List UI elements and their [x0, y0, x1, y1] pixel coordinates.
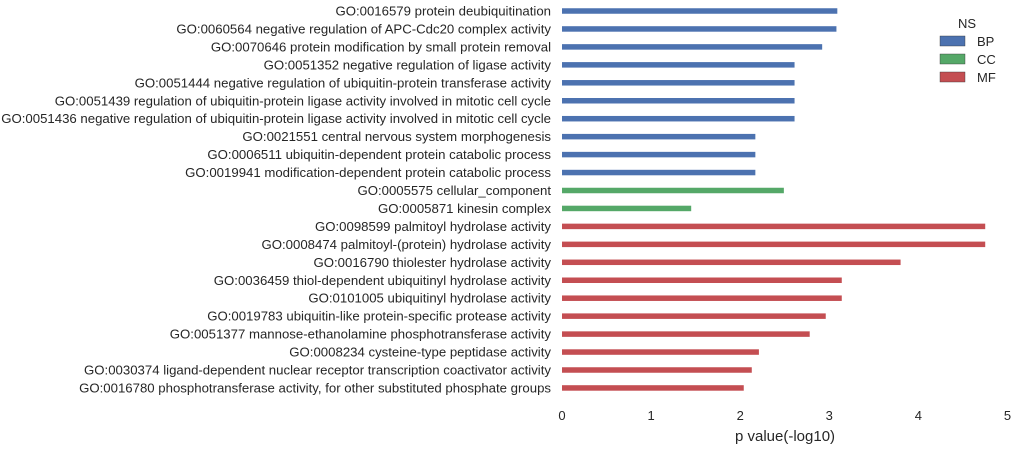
bar-bp — [562, 115, 795, 122]
bar-cc — [562, 187, 784, 194]
y-tick-label: GO:0016780 phosphotransferase activity, … — [79, 380, 551, 395]
bar-mf — [562, 313, 826, 319]
bar-cc — [562, 205, 692, 212]
bar-bp — [562, 151, 756, 158]
y-tick-label: GO:0051444 negative regulation of ubiqui… — [135, 75, 552, 90]
x-tick-label: 5 — [1004, 408, 1011, 423]
y-tick-label: GO:0006511 ubiquitin-dependent protein c… — [207, 147, 551, 162]
y-tick-label: GO:0016790 thiolester hydrolase activity — [313, 255, 551, 270]
x-tick-label: 2 — [737, 408, 744, 423]
bar-bp — [562, 98, 795, 104]
legend-label: BP — [977, 34, 994, 49]
y-tick-label: GO:0016579 protein deubiquitination — [335, 4, 551, 19]
bar-bp — [562, 169, 756, 176]
y-tick-label: GO:0036459 thiol-dependent ubiquitinyl h… — [214, 273, 552, 288]
y-tick-label: GO:0051436 negative regulation of ubiqui… — [1, 111, 551, 126]
bar-mf — [562, 367, 752, 373]
legend-swatch-bp — [939, 35, 966, 47]
y-tick-label: GO:0060564 negative regulation of APC-Cd… — [176, 21, 551, 36]
bar-mf — [562, 385, 744, 391]
y-tick-label: GO:0008474 palmitoyl-(protein) hydrolase… — [261, 237, 551, 252]
y-tick-label: GO:0005575 cellular_component — [357, 183, 551, 198]
x-tick-label: 1 — [647, 408, 654, 423]
bar-mf — [562, 349, 759, 355]
x-tick-label: 4 — [915, 408, 922, 423]
y-tick-label: GO:0008234 cysteine-type peptidase activ… — [289, 345, 551, 360]
x-tick-labels: 0 1 2 3 4 5 — [558, 408, 1011, 423]
y-tick-label: GO:0021551 central nervous system morpho… — [242, 129, 551, 144]
y-tick-label: GO:0005871 kinesin complex — [378, 201, 551, 216]
y-tick-label: GO:0101005 ubiquitinyl hydrolase activit… — [308, 291, 551, 306]
y-tick-label: GO:0019783 ubiquitin-like protein-specif… — [207, 309, 551, 324]
x-tick-label: 0 — [558, 408, 565, 423]
x-tick-label: 3 — [826, 408, 833, 423]
legend: NS BP CC MF — [939, 16, 996, 85]
bar-mf — [562, 259, 901, 266]
y-tick-label: GO:0019941 modification-dependent protei… — [185, 165, 551, 180]
bar-bp — [562, 62, 795, 68]
y-tick-label: GO:0051439 regulation of ubiquitin-prote… — [55, 93, 551, 108]
y-tick-label: GO:0070646 protein modification by small… — [211, 39, 551, 54]
bar-bp — [562, 133, 756, 140]
bar-bp — [562, 44, 823, 50]
y-tick-label: GO:0051352 negative regulation of ligase… — [264, 57, 552, 72]
bars-layer — [562, 8, 986, 391]
bar-mf — [562, 277, 842, 283]
y-tick-label: GO:0098599 palmitoyl hydrolase activity — [315, 219, 551, 234]
bar-mf — [562, 241, 986, 248]
legend-swatch-mf — [939, 71, 966, 83]
bar-mf — [562, 295, 842, 301]
legend-label: CC — [977, 52, 996, 67]
y-tick-label: GO:0030374 ligand-dependent nuclear rece… — [84, 363, 551, 378]
bar-mf — [562, 331, 810, 337]
legend-title: NS — [958, 16, 976, 31]
bar-mf — [562, 223, 986, 230]
y-tick-labels: GO:0016579 protein deubiquitination GO:00… — [1, 4, 551, 396]
bar-bp — [562, 8, 838, 14]
bar-bp — [562, 80, 795, 86]
y-tick-label: GO:0051377 mannose-ethanolamine phosphot… — [170, 327, 552, 342]
legend-swatch-cc — [939, 53, 966, 65]
bar-bp — [562, 26, 837, 32]
legend-label: MF — [977, 70, 996, 85]
x-axis-label: p value(-log10) — [735, 428, 835, 445]
